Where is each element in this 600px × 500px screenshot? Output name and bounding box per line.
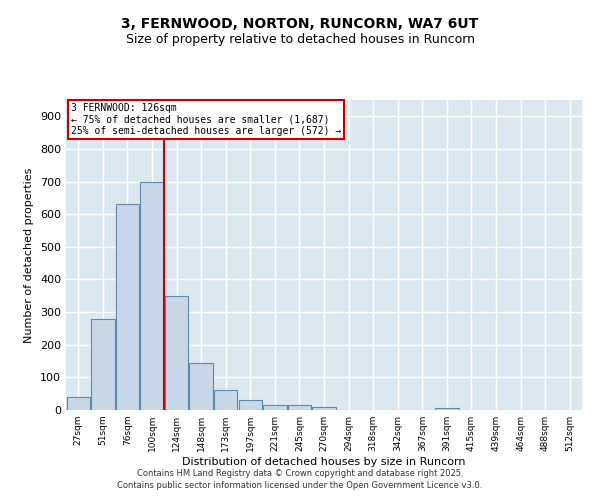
Bar bbox=[214, 390, 238, 410]
Bar bbox=[313, 406, 335, 410]
X-axis label: Distribution of detached houses by size in Runcorn: Distribution of detached houses by size … bbox=[182, 457, 466, 467]
Y-axis label: Number of detached properties: Number of detached properties bbox=[25, 168, 34, 342]
Bar bbox=[435, 408, 458, 410]
Bar bbox=[116, 204, 139, 410]
Bar bbox=[165, 296, 188, 410]
Bar bbox=[190, 362, 213, 410]
Bar bbox=[67, 397, 90, 410]
Bar bbox=[140, 182, 164, 410]
Text: Contains public sector information licensed under the Open Government Licence v3: Contains public sector information licen… bbox=[118, 481, 482, 490]
Text: 3 FERNWOOD: 126sqm
← 75% of detached houses are smaller (1,687)
25% of semi-deta: 3 FERNWOOD: 126sqm ← 75% of detached hou… bbox=[71, 103, 341, 136]
Bar bbox=[288, 405, 311, 410]
Bar bbox=[263, 405, 287, 410]
Text: Contains HM Land Registry data © Crown copyright and database right 2025.: Contains HM Land Registry data © Crown c… bbox=[137, 468, 463, 477]
Text: 3, FERNWOOD, NORTON, RUNCORN, WA7 6UT: 3, FERNWOOD, NORTON, RUNCORN, WA7 6UT bbox=[121, 18, 479, 32]
Bar bbox=[91, 318, 115, 410]
Bar bbox=[239, 400, 262, 410]
Text: Size of property relative to detached houses in Runcorn: Size of property relative to detached ho… bbox=[125, 32, 475, 46]
